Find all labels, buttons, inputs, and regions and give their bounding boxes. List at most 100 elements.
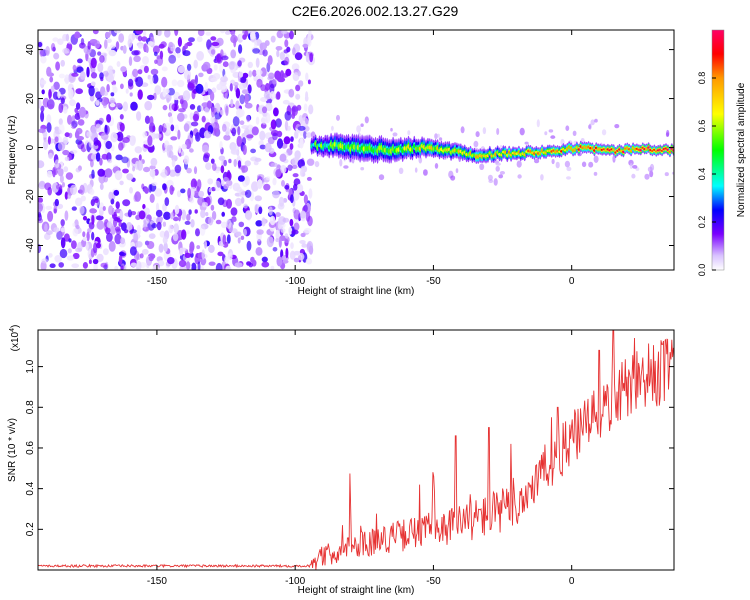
noise-speckle (183, 123, 190, 132)
sparse-speckle (536, 119, 540, 128)
colorbar-tick-label: 0.6 (697, 120, 707, 133)
noise-speckle (168, 224, 174, 234)
y-tick-label: 0.8 (25, 400, 36, 414)
spectrogram-frame (37, 29, 675, 271)
noise-speckle (181, 143, 187, 150)
noise-speckle (201, 115, 206, 123)
spectrogram-x-ticks: -150 -100 -50 0 (147, 30, 575, 287)
noise-speckle (261, 115, 268, 125)
sparse-speckle (331, 125, 334, 131)
noise-speckle (122, 168, 129, 174)
noise-speckle (243, 228, 247, 236)
noise-speckle (285, 68, 292, 77)
noise-speckle (188, 37, 195, 43)
noise-speckle (292, 173, 299, 178)
colorbar-tick-label: 0.8 (697, 72, 707, 85)
sparse-speckle (423, 169, 428, 176)
noise-speckle (214, 180, 222, 192)
noise-speckle (294, 52, 303, 61)
noise-speckle (149, 75, 154, 85)
noise-speckle (182, 90, 191, 102)
sparse-speckle (455, 168, 459, 174)
noise-speckle (194, 74, 198, 85)
noise-speckle (254, 195, 262, 202)
noise-speckle (259, 144, 266, 150)
noise-speckle (210, 36, 217, 41)
sparse-speckle (647, 166, 653, 172)
noise-speckle (197, 30, 205, 37)
noise-speckle (247, 84, 252, 94)
noise-speckle (165, 88, 170, 94)
sparse-speckle (581, 161, 587, 168)
noise-speckle (191, 89, 196, 100)
noise-speckle (180, 188, 186, 194)
noise-speckle (237, 126, 241, 136)
noise-speckle (92, 30, 99, 35)
noise-speckle (210, 49, 216, 55)
noise-speckle (293, 209, 301, 220)
noise-speckle (88, 138, 93, 148)
noise-speckle (69, 149, 78, 154)
noise-speckle (208, 261, 216, 266)
noise-speckle (48, 253, 53, 258)
noise-speckle (136, 111, 142, 121)
sparse-speckle (414, 167, 418, 173)
noise-speckle (247, 61, 253, 69)
noise-speckle (113, 30, 122, 34)
noise-speckle (137, 160, 143, 171)
noise-speckle (215, 219, 222, 225)
noise-speckle (41, 258, 49, 264)
noise-speckle (204, 106, 210, 114)
noise-speckle (116, 61, 121, 67)
noise-speckle (248, 70, 253, 78)
noise-speckle (230, 30, 236, 37)
noise-speckle (242, 72, 249, 79)
sparse-speckle (434, 133, 438, 140)
noise-speckle (239, 120, 245, 125)
snr-y-multiplier-exponent: 4 (9, 328, 16, 332)
noise-speckle (290, 242, 294, 250)
noise-speckle (267, 55, 273, 66)
noise-speckle (246, 240, 252, 251)
snr-y-ticks: 0.2 0.4 0.6 0.8 1.0 (25, 359, 674, 536)
noise-speckle (189, 104, 196, 110)
noise-speckle (109, 103, 116, 108)
noise-speckle (115, 226, 121, 232)
noise-speckle (237, 60, 242, 67)
noise-speckle (277, 202, 285, 210)
noise-speckle (89, 149, 97, 155)
x-tick-label: -50 (426, 276, 441, 287)
noise-speckle (137, 35, 143, 42)
noise-speckle (190, 121, 199, 127)
noise-speckle (256, 229, 264, 235)
noise-speckle (303, 194, 308, 205)
noise-speckle (90, 159, 94, 168)
sparse-speckle (649, 170, 654, 178)
noise-speckle (230, 144, 237, 154)
noise-speckle (225, 105, 229, 116)
noise-speckle (53, 227, 60, 233)
noise-speckle (142, 30, 147, 36)
noise-speckle (276, 49, 280, 58)
noise-speckle (285, 247, 289, 259)
noise-speckle (158, 43, 165, 49)
noise-speckle (138, 210, 146, 220)
noise-speckle (115, 201, 120, 210)
noise-speckle (47, 104, 55, 109)
noise-speckle (261, 256, 268, 263)
noise-speckle (252, 48, 260, 54)
noise-speckle (220, 76, 229, 83)
noise-speckle (214, 111, 222, 120)
noise-speckle (96, 242, 101, 249)
noise-speckle (303, 227, 312, 234)
noise-speckle (158, 243, 164, 253)
noise-speckle (211, 106, 215, 118)
noise-speckle (262, 49, 268, 57)
noise-speckle (75, 224, 80, 230)
noise-speckle (99, 55, 105, 63)
noise-speckle (89, 207, 97, 214)
noise-speckle (104, 31, 111, 39)
noise-speckle (221, 211, 225, 217)
noise-speckle (52, 91, 59, 100)
noise-speckle (71, 72, 79, 77)
